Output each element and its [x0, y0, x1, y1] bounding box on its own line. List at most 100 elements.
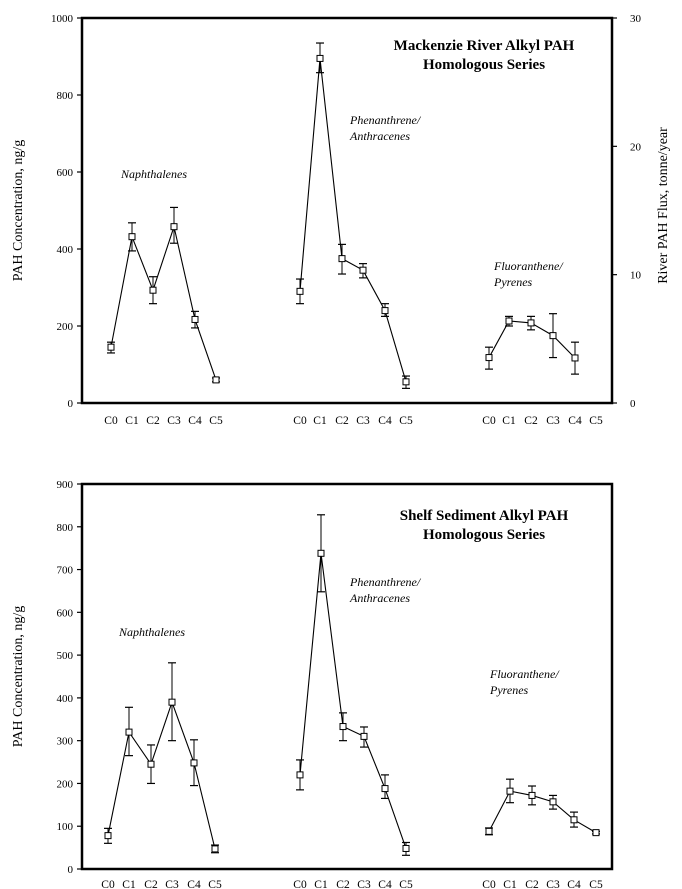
- series-line: [488, 320, 576, 359]
- x-tick-label: C0: [293, 415, 307, 427]
- y2-tick-label: 10: [630, 270, 642, 282]
- y2-tick-label: 0: [630, 398, 636, 410]
- data-point: [527, 319, 535, 327]
- y-tick-label: 600: [57, 167, 74, 179]
- x-tick-label: C3: [546, 879, 560, 889]
- data-point: [296, 287, 304, 295]
- x-tick-label: C1: [125, 415, 139, 427]
- y-tick-label: 0: [68, 864, 74, 876]
- data-point: [359, 266, 367, 274]
- y-tick-label: 400: [57, 244, 74, 256]
- y-tick-label: 600: [57, 607, 74, 619]
- data-point: [104, 832, 112, 840]
- group-label: Pyrenes: [493, 275, 533, 289]
- series-line: [488, 790, 597, 834]
- data-point: [570, 816, 578, 824]
- data-point: [212, 376, 220, 384]
- y-tick-label: 900: [57, 479, 74, 491]
- data-point: [505, 317, 513, 325]
- x-tick-label: C2: [336, 879, 350, 889]
- x-tick-label: C1: [122, 879, 136, 889]
- chart-title: Homologous Series: [423, 57, 545, 73]
- data-point: [549, 798, 557, 806]
- y2-tick-label: 20: [630, 141, 642, 153]
- x-tick-label: C1: [313, 415, 327, 427]
- y-tick-label: 100: [57, 821, 74, 833]
- x-tick-label: C1: [503, 879, 517, 889]
- x-tick-label: C3: [357, 879, 371, 889]
- data-point: [402, 844, 410, 852]
- x-tick-label: C2: [144, 879, 158, 889]
- y2-tick-label: 30: [630, 13, 642, 25]
- data-point: [485, 827, 493, 835]
- x-tick-label: C5: [209, 415, 223, 427]
- data-point: [317, 549, 325, 557]
- x-tick-label: C4: [568, 415, 582, 427]
- x-tick-label: C4: [567, 879, 581, 889]
- y-tick-label: 400: [57, 693, 74, 705]
- x-tick-label: C2: [524, 415, 538, 427]
- x-tick-label: C0: [101, 879, 115, 889]
- x-tick-label: C4: [378, 879, 392, 889]
- plot-frame: [80, 16, 614, 405]
- x-tick-label: C2: [335, 415, 349, 427]
- data-point: [147, 760, 155, 768]
- y-axis-label: PAH Concentration, ng/g: [11, 140, 26, 281]
- group-label: Pyrenes: [489, 683, 529, 697]
- y-tick-label: 200: [57, 778, 74, 790]
- x-tick-label: C3: [167, 415, 181, 427]
- data-point: [549, 332, 557, 340]
- series-line: [107, 700, 216, 850]
- x-tick-label: C5: [589, 879, 603, 889]
- series-line: [299, 58, 407, 382]
- data-point: [149, 286, 157, 294]
- y-tick-label: 200: [57, 321, 74, 333]
- y-tick-label: 800: [57, 90, 74, 102]
- data-point: [381, 307, 389, 315]
- group-label: Anthracenes: [349, 591, 410, 605]
- y-tick-label: 800: [57, 522, 74, 534]
- data-point: [338, 255, 346, 263]
- x-tick-label: C2: [146, 415, 160, 427]
- group-label: Phenanthrene/: [349, 575, 422, 589]
- x-tick-label: C4: [378, 415, 392, 427]
- data-point: [170, 223, 178, 231]
- data-point: [402, 378, 410, 386]
- y-tick-label: 700: [57, 565, 74, 577]
- x-tick-label: C5: [589, 415, 603, 427]
- group-label: Phenanthrene/: [349, 113, 422, 127]
- x-tick-label: C4: [188, 415, 202, 427]
- x-tick-label: C3: [356, 415, 370, 427]
- x-tick-label: C3: [546, 415, 560, 427]
- chart-title: Homologous Series: [423, 527, 545, 543]
- x-tick-label: C0: [104, 415, 118, 427]
- chart-title: Shelf Sediment Alkyl PAH: [400, 508, 569, 524]
- x-tick-label: C5: [208, 879, 222, 889]
- data-point: [211, 845, 219, 853]
- data-point: [528, 791, 536, 799]
- x-tick-label: C2: [525, 879, 539, 889]
- y-axis-label: PAH Concentration, ng/g: [11, 606, 26, 747]
- data-point: [296, 771, 304, 779]
- data-point: [190, 759, 198, 767]
- x-tick-label: C4: [187, 879, 201, 889]
- data-point: [107, 343, 115, 351]
- data-point: [168, 698, 176, 706]
- data-point: [125, 728, 133, 736]
- data-point: [191, 315, 199, 323]
- x-tick-label: C0: [293, 879, 307, 889]
- data-point: [128, 233, 136, 241]
- y-tick-label: 500: [57, 650, 74, 662]
- x-tick-label: C0: [482, 415, 496, 427]
- x-tick-label: C3: [165, 879, 179, 889]
- group-label: Fluoranthene/: [489, 667, 560, 681]
- group-label: Fluoranthene/: [493, 259, 564, 273]
- data-point: [506, 787, 514, 795]
- y2-axis-label: River PAH Flux, tonne/year: [656, 127, 671, 284]
- data-point: [592, 829, 600, 837]
- chart-title: Mackenzie River Alkyl PAH: [394, 38, 575, 54]
- x-tick-label: C1: [502, 415, 516, 427]
- plot-frame: [80, 482, 614, 871]
- data-point: [360, 732, 368, 740]
